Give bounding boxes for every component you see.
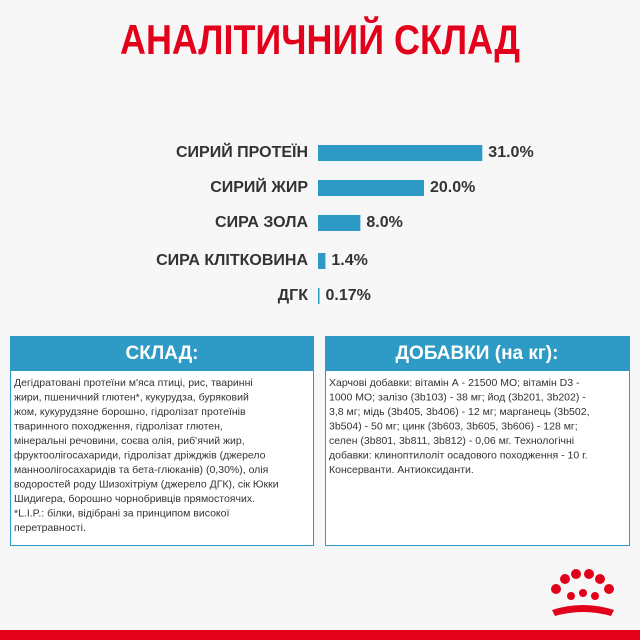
bar bbox=[318, 145, 483, 161]
value-label: 31.0% bbox=[488, 144, 533, 161]
value-label: 8.0% bbox=[366, 214, 402, 231]
logo bbox=[551, 569, 614, 616]
panel-text: Шидигера, борошно чорнобривців прямостоя… bbox=[14, 493, 255, 505]
category-label: СИРА КЛІТКОВИНА bbox=[156, 252, 308, 269]
bottom-strip bbox=[0, 630, 640, 640]
bar bbox=[318, 215, 361, 231]
panel-title: ДОБАВКИ (на кг): bbox=[396, 343, 559, 364]
category-label: СИРИЙ ПРОТЕЇН bbox=[176, 142, 308, 161]
category-label: СИРИЙ ЖИР bbox=[210, 177, 308, 196]
panel-text: мінеральні речовини, соєва олія, риб'ячи… bbox=[14, 435, 245, 447]
panel-text: водоростей роду Шизохітріум (джерело ДГК… bbox=[14, 479, 279, 491]
bar bbox=[318, 180, 424, 196]
panel-text: добавки: клиноптилоліт осадового походже… bbox=[329, 450, 588, 462]
chart-title: АНАЛІТИЧНИЙ СКЛАД bbox=[120, 15, 520, 63]
panel-text: жом, кукурудзяне борошно, гідролізат про… bbox=[14, 406, 246, 418]
category-label: ДГК bbox=[278, 287, 308, 304]
panel-text: фруктоолігосахариди, гідролізат дріжджів… bbox=[14, 450, 266, 462]
panel-text: Харчові добавки: вітамін А - 21500 МО; в… bbox=[329, 377, 580, 389]
value-label: 1.4% bbox=[331, 252, 367, 269]
value-label: 20.0% bbox=[430, 179, 475, 196]
panel-text: Консерванти. Антиоксиданти. bbox=[329, 464, 474, 476]
category-label: СИРА ЗОЛА bbox=[215, 214, 308, 231]
panel-text: манноолігосахаридів та бета-глюканів) (0… bbox=[14, 464, 268, 476]
panel-header bbox=[325, 336, 630, 370]
bar bbox=[318, 288, 320, 304]
panel-text: 1000 МО; залізо (3b103) - 38 мг; йод (3b… bbox=[329, 392, 586, 404]
panel-text: 3b504) - 50 мг; цинк (3b603, 3b605, 3b60… bbox=[329, 421, 578, 433]
panel-text: тваринного походження, гідролізат глютен… bbox=[14, 421, 223, 433]
panel-header bbox=[10, 336, 314, 370]
panel-box bbox=[325, 370, 630, 546]
panel-text: селен (3b801, 3b811, 3b812) - 0,06 мг. Т… bbox=[329, 435, 574, 447]
bar bbox=[318, 253, 326, 269]
panel-box bbox=[10, 370, 314, 546]
panel-text: *L.I.P.: білки, відібрані за принципом в… bbox=[14, 508, 229, 520]
panel-text: жири, пшеничний глютен*, кукурудза, буря… bbox=[14, 392, 249, 404]
value-label: 0.17% bbox=[326, 287, 371, 304]
panel-text: 3,8 мг; мідь (3b405, 3b406) - 12 мг; мар… bbox=[329, 406, 590, 418]
panel-text: перетравності. bbox=[14, 522, 86, 534]
panel-text: Дегідратовані протеїни м'яса птиці, рис,… bbox=[14, 377, 253, 389]
panel-title: СКЛАД: bbox=[126, 343, 199, 364]
